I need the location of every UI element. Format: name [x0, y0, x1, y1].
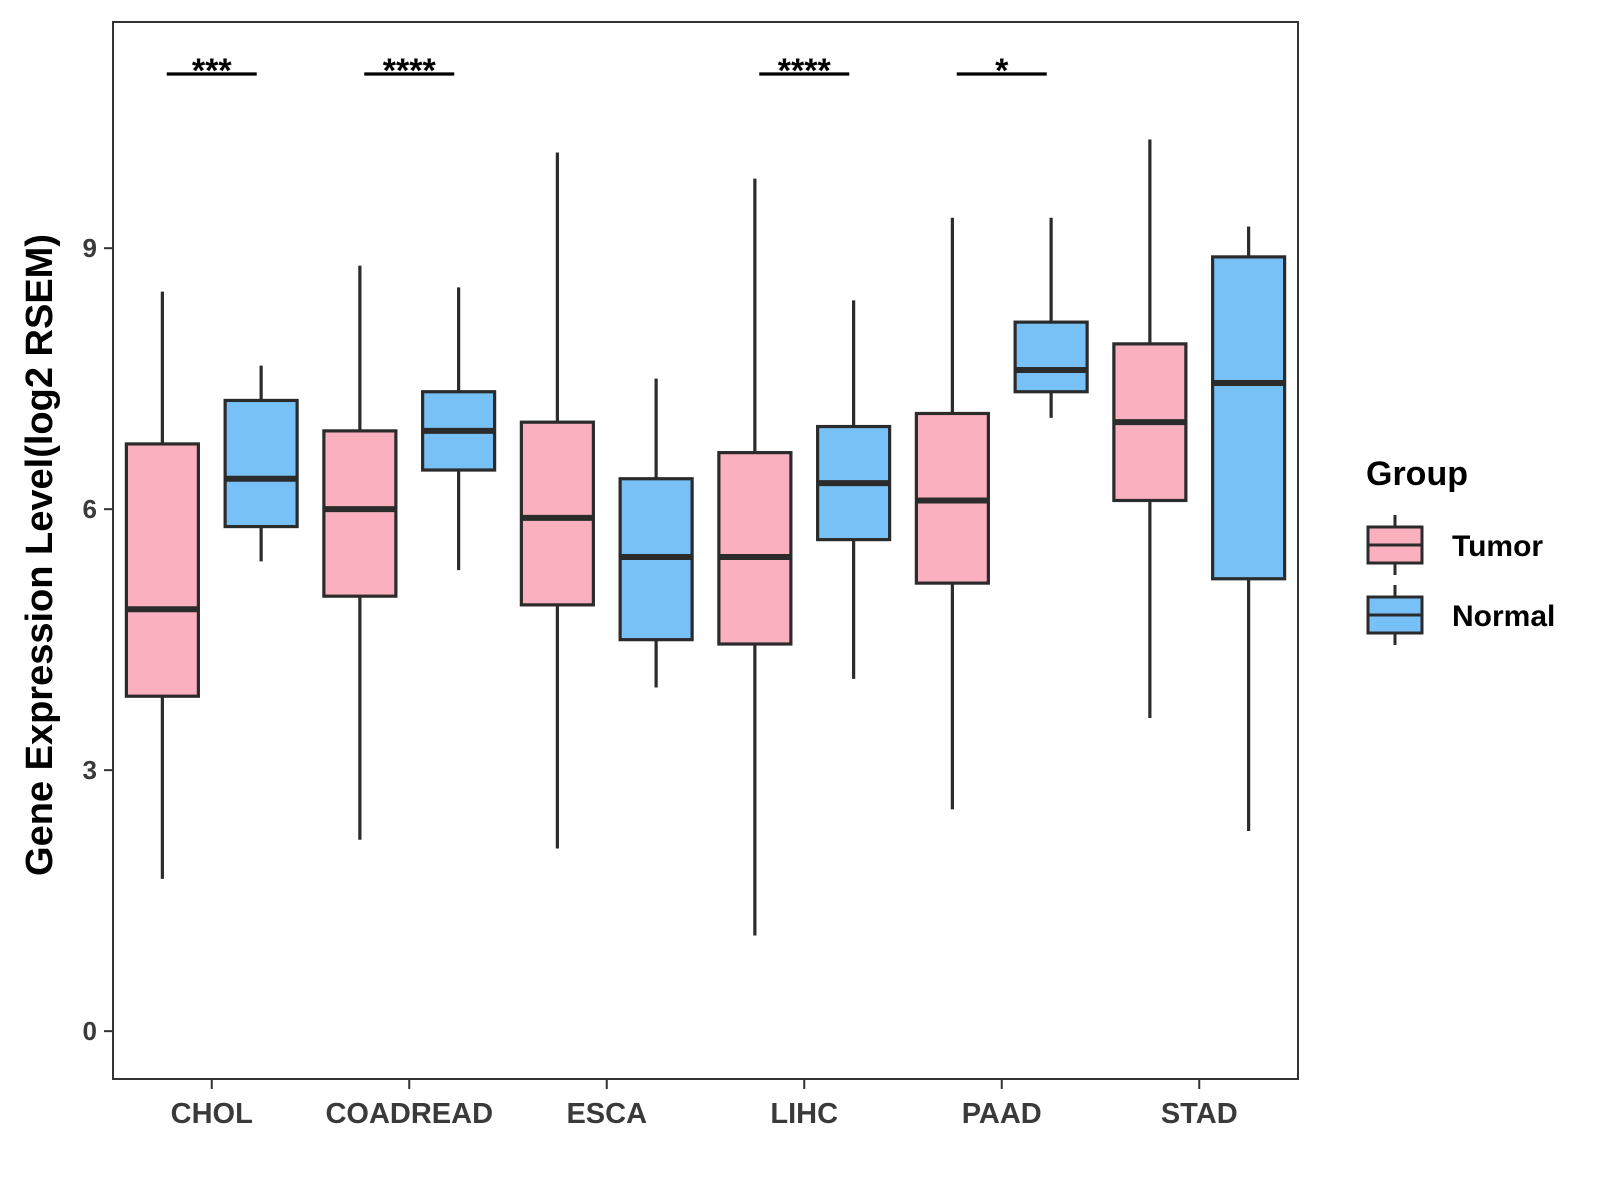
tumor-box-paad — [914, 217, 990, 810]
significance-annotations: *** **** **** * — [166, 52, 1047, 90]
x-tick-label: CHOL — [171, 1098, 253, 1130]
y-tick-label: 0 — [83, 1016, 97, 1046]
tumor-box-esca — [519, 152, 595, 849]
box-body — [1013, 320, 1089, 394]
legend-label: Tumor — [1452, 530, 1543, 563]
x-tick-label: LIHC — [770, 1098, 838, 1130]
box-body — [124, 442, 200, 698]
x-tick-label: STAD — [1161, 1098, 1238, 1130]
significance-label: * — [995, 52, 1009, 90]
normal-box-paad — [1013, 217, 1089, 418]
normal-box-coadread — [421, 287, 497, 571]
y-tick-label: 3 — [83, 755, 97, 785]
legend-label: Normal — [1452, 600, 1555, 633]
tumor-box-stad — [1112, 139, 1188, 718]
box-body — [322, 429, 398, 598]
normal-box-chol — [223, 365, 299, 562]
legend-title: Group — [1366, 455, 1468, 493]
y-tick-label: 6 — [83, 494, 97, 524]
legend-entry-tumor: Tumor — [1366, 515, 1543, 575]
significance-label: *** — [192, 52, 232, 90]
y-axis: 0 3 6 9 — [83, 233, 113, 1046]
legend: Group Tumor Normal — [1366, 455, 1555, 645]
box-body — [717, 451, 793, 646]
box-body — [519, 420, 595, 607]
y-tick-label: 9 — [83, 233, 97, 263]
tumor-box-coadread — [322, 265, 398, 840]
x-tick-label: PAAD — [962, 1098, 1042, 1130]
normal-box-stad — [1211, 226, 1287, 832]
significance-label: **** — [778, 52, 832, 90]
significance-label: **** — [383, 52, 437, 90]
x-tick-label: ESCA — [566, 1098, 647, 1130]
plot-panel-border — [112, 21, 1299, 1080]
box-body — [223, 398, 299, 529]
box-series — [124, 139, 1287, 936]
legend-entry-normal: Normal — [1366, 585, 1555, 645]
x-axis: CHOL COADREAD ESCA LIHC PAAD STAD — [171, 1079, 1238, 1130]
x-tick-label: COADREAD — [325, 1098, 493, 1130]
normal-box-lihc — [816, 300, 892, 679]
tumor-box-chol — [124, 291, 200, 879]
box-body — [1211, 255, 1287, 581]
tumor-box-lihc — [717, 178, 793, 936]
y-axis-title: Gene Expression Level(log2 RSEM) — [19, 234, 61, 876]
normal-box-esca — [618, 378, 694, 688]
